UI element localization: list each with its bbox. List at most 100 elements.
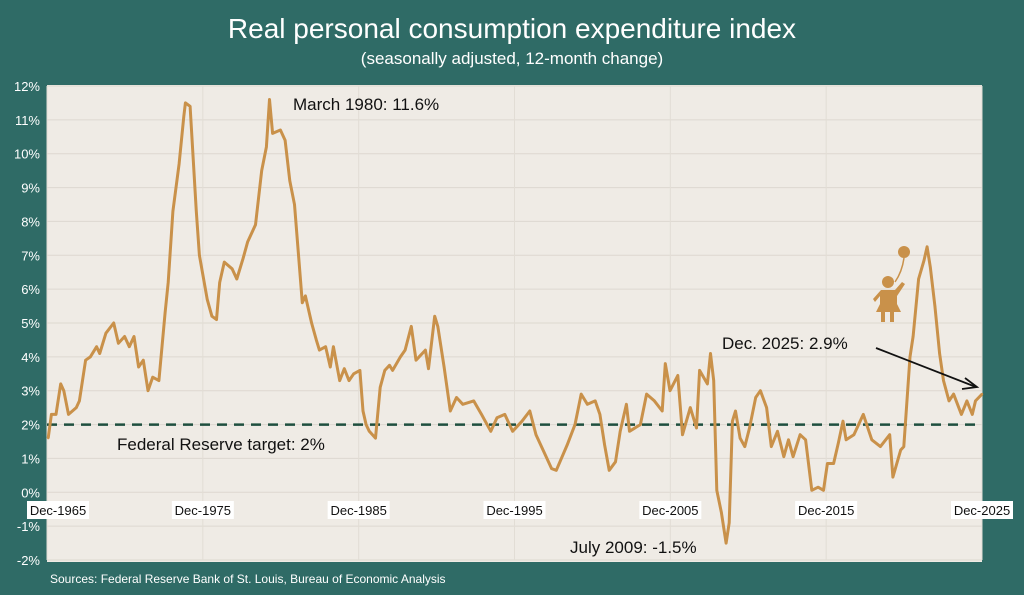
data-point bbox=[288, 179, 291, 182]
data-point bbox=[709, 352, 712, 355]
data-point bbox=[347, 379, 351, 382]
data-point bbox=[265, 145, 268, 149]
data-point bbox=[852, 433, 856, 436]
data-point bbox=[791, 455, 795, 458]
data-point bbox=[947, 399, 951, 403]
data-point bbox=[782, 455, 785, 458]
data-point bbox=[879, 445, 882, 448]
data-point bbox=[59, 382, 62, 386]
data-point bbox=[528, 409, 531, 413]
data-point bbox=[410, 325, 413, 328]
data-point bbox=[748, 426, 751, 430]
data-point bbox=[358, 369, 362, 372]
annotation-march-1980: March 1980: 11.6% bbox=[293, 95, 439, 114]
x-tick-label: Dec-1965 bbox=[30, 503, 86, 518]
data-point bbox=[925, 245, 929, 249]
data-point bbox=[283, 138, 287, 142]
data-point bbox=[816, 486, 820, 489]
y-tick-label: 3% bbox=[21, 384, 40, 399]
data-point bbox=[84, 359, 87, 362]
data-point bbox=[770, 445, 773, 448]
data-point bbox=[534, 433, 538, 436]
y-tick-label: 4% bbox=[21, 350, 40, 365]
data-point bbox=[555, 469, 558, 472]
x-tick-label: Dec-2015 bbox=[798, 503, 854, 518]
data-point bbox=[720, 511, 723, 514]
data-point bbox=[625, 403, 628, 406]
x-tick-label: Dec-1975 bbox=[175, 503, 231, 518]
data-point bbox=[293, 203, 296, 206]
data-point bbox=[676, 374, 680, 377]
data-point bbox=[664, 362, 667, 365]
fed-target-label: Federal Reserve target: 2% bbox=[117, 435, 325, 454]
data-point bbox=[870, 438, 874, 442]
data-point bbox=[668, 389, 672, 392]
data-point bbox=[908, 355, 912, 359]
data-point bbox=[230, 267, 234, 271]
data-point bbox=[146, 389, 150, 392]
data-point bbox=[545, 457, 549, 460]
data-point bbox=[594, 399, 597, 403]
source-note: Sources: Federal Reserve Bank of St. Lou… bbox=[50, 572, 446, 586]
data-point bbox=[361, 409, 365, 413]
data-point bbox=[511, 430, 514, 433]
data-point bbox=[332, 345, 335, 348]
data-point bbox=[942, 379, 945, 382]
data-point bbox=[888, 433, 891, 436]
data-point bbox=[759, 389, 762, 392]
data-point bbox=[844, 438, 848, 442]
data-point bbox=[195, 210, 198, 213]
data-point bbox=[304, 294, 307, 298]
x-tick-label-bg bbox=[795, 501, 858, 519]
data-point bbox=[929, 265, 932, 269]
data-point bbox=[776, 430, 779, 433]
data-point bbox=[952, 392, 955, 396]
data-point bbox=[938, 352, 941, 355]
y-tick-label: 5% bbox=[21, 316, 40, 331]
y-tick-label: 12% bbox=[14, 79, 40, 94]
data-point bbox=[424, 348, 427, 352]
y-tick-label: 8% bbox=[21, 214, 40, 229]
data-point bbox=[586, 403, 589, 406]
data-point bbox=[917, 277, 920, 281]
data-point bbox=[804, 438, 807, 442]
data-point bbox=[368, 430, 371, 433]
y-tick-label: 1% bbox=[21, 451, 40, 466]
data-point bbox=[78, 399, 81, 403]
data-point bbox=[565, 443, 569, 447]
x-tick-label-bg bbox=[483, 501, 546, 519]
data-point bbox=[614, 460, 617, 464]
data-point bbox=[98, 352, 101, 355]
data-point bbox=[205, 298, 209, 301]
data-point bbox=[503, 413, 507, 416]
data-point bbox=[388, 364, 391, 367]
data-point bbox=[364, 423, 368, 426]
data-point bbox=[246, 240, 249, 243]
data-point bbox=[260, 169, 263, 172]
x-tick-label: Dec-2005 bbox=[642, 503, 698, 518]
data-point bbox=[695, 426, 698, 430]
data-point bbox=[62, 389, 66, 392]
data-point bbox=[301, 301, 304, 304]
series-line bbox=[46, 98, 984, 545]
data-point bbox=[743, 445, 747, 448]
y-tick-label: 6% bbox=[21, 282, 40, 297]
data-point bbox=[279, 128, 282, 132]
data-point bbox=[171, 210, 175, 213]
data-point bbox=[734, 409, 737, 413]
data-point bbox=[188, 105, 192, 108]
data-point bbox=[579, 392, 583, 396]
data-point bbox=[765, 406, 768, 409]
data-point bbox=[653, 399, 656, 403]
data-point bbox=[378, 386, 382, 389]
data-point bbox=[738, 436, 742, 440]
x-tick-label-bg bbox=[951, 501, 1013, 519]
data-point bbox=[75, 406, 78, 409]
data-point bbox=[971, 413, 974, 416]
data-point bbox=[318, 348, 321, 352]
data-point bbox=[414, 359, 418, 362]
data-point bbox=[89, 355, 92, 359]
y-tick-label: 7% bbox=[21, 248, 40, 263]
data-point bbox=[218, 281, 221, 284]
chart-subtitle: (seasonally adjusted, 12-month change) bbox=[361, 49, 663, 68]
